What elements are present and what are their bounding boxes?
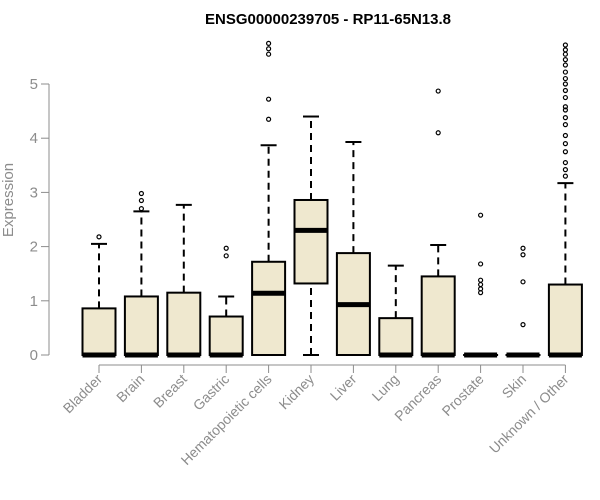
outlier-point: [562, 132, 569, 139]
x-category-label: Brain: [113, 371, 147, 405]
outlier-point: [478, 281, 484, 288]
box-iqr: [547, 283, 583, 357]
outlier-point: [266, 46, 272, 52]
outlier-point: [562, 159, 569, 166]
outlier-point: [562, 42, 569, 48]
outlier-point: [562, 167, 569, 173]
box-group: [123, 190, 159, 358]
outlier-point: [520, 322, 526, 328]
box-group: [335, 140, 371, 357]
y-tick-label: 3: [30, 184, 38, 201]
x-category-label: Liver: [327, 371, 360, 404]
outlier-point: [562, 75, 569, 82]
x-category-label: Lung: [369, 371, 402, 404]
outlier-point: [435, 88, 441, 94]
outlier-point: [223, 245, 229, 251]
outlier-point: [562, 87, 569, 94]
y-tick-label: 0: [30, 347, 38, 364]
x-category-label: Unknown / Other: [486, 371, 572, 457]
outlier-point: [138, 197, 144, 204]
boxes-layer: [81, 40, 583, 358]
box-iqr: [378, 317, 414, 357]
x-category-label: Breast: [150, 371, 190, 411]
outlier-point: [223, 253, 229, 259]
outlier-point: [478, 277, 484, 283]
box-group: [251, 40, 287, 356]
outlier-point: [520, 245, 526, 251]
box-group: [81, 234, 117, 358]
outlier-point: [562, 51, 569, 57]
y-tick-label: 2: [30, 239, 38, 256]
chart-title: ENSG00000239705 - RP11-65N13.8: [205, 11, 451, 28]
outlier-point: [562, 104, 569, 110]
y-tick-label: 5: [30, 76, 38, 93]
outlier-point: [562, 173, 569, 179]
x-category-label: Prostate: [439, 371, 487, 419]
outlier-point: [478, 261, 484, 267]
box-iqr: [293, 198, 329, 285]
outlier-point: [266, 116, 272, 122]
y-tick-label: 1: [30, 293, 38, 310]
box-iqr: [420, 275, 456, 356]
outlier-point: [562, 47, 569, 53]
outlier-point: [562, 62, 569, 68]
outlier-point: [562, 94, 569, 101]
outlier-point: [435, 130, 441, 136]
outlier-point: [266, 96, 272, 102]
box-group: [208, 245, 244, 358]
outlier-point: [562, 69, 569, 75]
box-group: [378, 264, 414, 358]
box-group: [166, 203, 202, 358]
box-iqr: [81, 307, 117, 356]
box-group: [505, 245, 541, 358]
x-category-label: Skin: [499, 371, 530, 402]
x-category-label: Kidney: [276, 371, 318, 413]
box-group: [463, 212, 499, 358]
outlier-point: [562, 81, 569, 87]
x-category-label: Pancreas: [391, 371, 444, 424]
y-axis: 0 1 2 3 4 5: [30, 76, 50, 364]
outlier-point: [478, 212, 484, 218]
outlier-point: [562, 57, 569, 63]
outlier-point: [562, 107, 569, 113]
box-group: [293, 115, 329, 356]
outlier-point: [520, 252, 526, 258]
outlier-point: [266, 40, 272, 46]
outlier-point: [562, 115, 569, 121]
box-group: [420, 88, 456, 358]
box-group: [547, 42, 583, 358]
outlier-point: [520, 279, 526, 285]
outlier-point: [562, 122, 569, 128]
box-iqr: [166, 291, 202, 357]
outlier-point: [138, 206, 144, 212]
outlier-point: [138, 190, 144, 197]
outlier-point: [266, 51, 272, 57]
y-tick-label: 4: [30, 130, 38, 147]
y-axis-label: Expression: [0, 163, 17, 237]
box-iqr: [251, 260, 287, 356]
outlier-point: [96, 234, 102, 240]
box-iqr: [123, 295, 159, 356]
box-iqr: [208, 315, 244, 357]
outlier-point: [562, 149, 569, 155]
outlier-point: [562, 141, 569, 147]
x-category-label: Bladder: [60, 371, 106, 417]
